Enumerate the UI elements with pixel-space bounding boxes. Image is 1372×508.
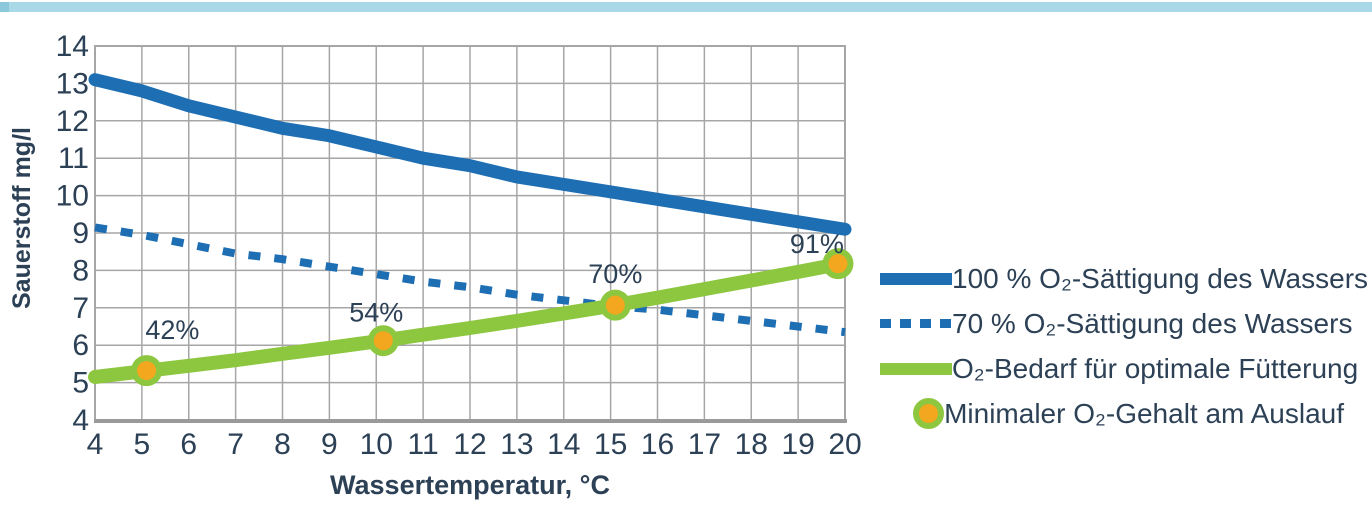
markers-min-o2-outlet: 42% 54% 70% 91% — [131, 229, 854, 387]
marker-label: 91% — [790, 229, 844, 259]
marker-label: 42% — [145, 315, 199, 345]
x-tick-label: 8 — [274, 428, 291, 461]
x-tick-label: 4 — [87, 428, 104, 461]
y-tick-labels: 4 5 6 7 8 9 10 11 12 13 14 — [56, 30, 89, 437]
y-tick-label: 5 — [72, 367, 89, 400]
x-tick-label: 14 — [547, 428, 580, 461]
marker-dot — [605, 295, 625, 315]
legend-item-min-o2-outlet: Minimaler O₂-Gehalt am Auslauf — [880, 391, 1358, 436]
y-tick-label: 13 — [56, 67, 89, 100]
x-tick-label: 18 — [735, 428, 768, 461]
y-tick-label: 14 — [56, 30, 89, 63]
series-o2-saturation-70 — [94, 223, 846, 337]
y-tick-label: 4 — [72, 404, 89, 437]
legend-swatch-cell — [880, 362, 952, 375]
x-tick-label: 5 — [134, 428, 151, 461]
x-tick-label: 13 — [500, 428, 533, 461]
legend-item-70-saturation: 70 % O₂-Sättigung des Wassers — [880, 301, 1358, 346]
solid-blue-line-swatch — [880, 272, 952, 285]
legend-swatch-cell — [880, 272, 952, 285]
x-tick-label: 19 — [781, 428, 814, 461]
marker-dot — [373, 331, 393, 351]
dashed-blue-line-swatch — [880, 319, 952, 328]
marker-label: 70% — [588, 259, 642, 289]
x-tick-label: 15 — [594, 428, 627, 461]
x-tick-label: 12 — [453, 428, 486, 461]
x-tick-label: 11 — [408, 428, 439, 461]
legend-label-min-o2-outlet: Minimaler O₂-Gehalt am Auslauf — [944, 397, 1344, 429]
x-axis-title: Wassertemperatur, °C — [330, 470, 610, 500]
marker-dot — [137, 361, 157, 381]
y-tick-label: 11 — [58, 142, 89, 175]
legend-swatch-cell — [880, 319, 952, 328]
x-tick-label: 16 — [641, 428, 674, 461]
top-accent-bar-cap — [0, 2, 9, 12]
x-tick-label: 9 — [321, 428, 338, 461]
y-tick-label: 12 — [56, 105, 89, 138]
y-tick-label: 9 — [72, 217, 89, 250]
series-o2-demand-feeding — [88, 255, 852, 384]
y-tick-label: 7 — [72, 292, 89, 325]
top-accent-bar — [0, 2, 1372, 12]
x-tick-label: 10 — [360, 428, 393, 461]
legend-item-o2-demand: O₂-Bedarf für optimale Fütterung — [880, 346, 1358, 391]
x-tick-label: 7 — [227, 428, 244, 461]
solid-green-line-swatch — [880, 362, 952, 375]
y-tick-label: 6 — [72, 329, 89, 362]
marker-label: 54% — [349, 298, 403, 328]
legend-label-100-saturation: 100 % O₂-Sättigung des Wassers — [952, 262, 1369, 294]
legend-label-o2-demand: O₂-Bedarf für optimale Fütterung — [952, 352, 1359, 384]
y-tick-label: 8 — [72, 254, 89, 287]
x-tick-label: 20 — [828, 428, 861, 461]
x-tick-label: 17 — [688, 428, 721, 461]
marker-dot — [828, 254, 848, 274]
orange-dot-marker-swatch — [913, 398, 945, 429]
legend-item-100-saturation: 100 % O₂-Sättigung des Wassers — [880, 256, 1368, 301]
legend-swatch-cell — [880, 398, 945, 429]
legend: 100 % O₂-Sättigung des Wassers 70 % O₂-S… — [880, 256, 1368, 436]
x-tick-labels: 4 5 6 7 8 9 10 11 12 13 14 15 16 17 18 19 20 — [87, 428, 862, 461]
y-tick-label: 10 — [56, 180, 89, 213]
series-o2-saturation-100 — [88, 73, 852, 236]
legend-label-70-saturation: 70 % O₂-Sättigung des Wassers — [952, 307, 1353, 339]
x-tick-label: 6 — [180, 428, 197, 461]
